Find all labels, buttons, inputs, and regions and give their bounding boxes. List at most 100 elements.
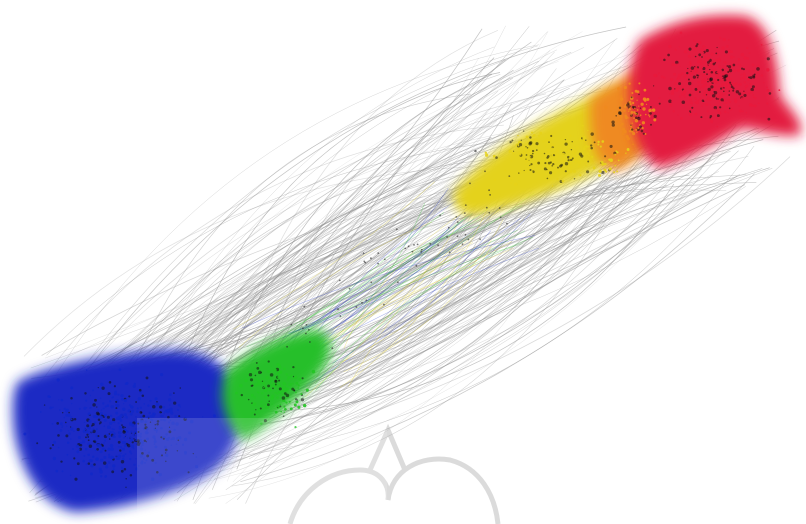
blue-cluster-node [139,454,143,458]
yellow-cluster-node [544,162,547,165]
yellow-cluster-node [564,138,567,141]
red-cluster-node [688,61,692,64]
yellow-cluster-node [569,156,573,160]
green-cluster-node [264,395,268,399]
red-cluster-node [756,67,760,71]
green-cluster-node [260,404,263,407]
red-cluster-node [727,39,730,41]
blue-cluster-node [144,423,147,426]
green-cluster-node [295,391,297,394]
blue-cluster-node [96,437,99,440]
blue-cluster-node [83,454,86,457]
yellow-cluster-node [509,140,512,144]
green-cluster-node [282,381,286,386]
blue-cluster-node [87,453,91,457]
red-cluster-node [738,109,743,113]
blue-cluster-node [124,382,128,386]
blue-cluster-node [124,429,127,432]
blue-cluster-node [104,448,107,450]
red-cluster-node [738,105,740,107]
red-cluster-node [717,78,720,82]
orange-cluster-node [643,88,647,92]
green-cluster-node [281,393,284,396]
red-cluster-node [735,90,740,94]
bridge-node [290,323,293,326]
orange-cluster-node [628,117,630,119]
blue-cluster-node [53,440,57,444]
green-cluster-node [293,389,296,392]
yellow-cluster-node [583,139,585,142]
blue-cluster-node [173,392,175,394]
blue-cluster-node [117,446,120,448]
yellow-cluster-node [587,129,589,132]
red-cluster-node [733,98,738,102]
yellow-cluster-node [527,149,530,152]
red-cluster-node [754,96,757,100]
yellow-cluster-node [524,145,526,147]
blue-cluster-node [76,462,80,466]
blue-cluster-node [90,459,94,462]
blue-cluster-node [140,447,144,451]
green-cluster-node [294,398,298,401]
blue-cluster-node [52,406,54,409]
yellow-cluster-node [546,177,549,180]
red-cluster-node [683,76,686,79]
red-cluster-node [672,109,676,113]
bridge-node [420,250,423,253]
blue-cluster-node [63,416,66,419]
blue-cluster-node [129,457,132,461]
red-cluster-node [729,77,732,80]
red-cluster-node [695,97,697,100]
blue-cluster-node [142,414,146,418]
green-cluster-node [251,384,254,387]
red-cluster-node [722,87,724,90]
blue-cluster-node [135,439,138,441]
blue-cluster-node [70,418,73,421]
blue-cluster-node [120,452,122,455]
blue-cluster-node [36,442,39,445]
yellow-cluster-node [575,145,579,150]
bridge-node [447,226,450,229]
blue-cluster-node [144,449,146,451]
yellow-cluster-node [549,154,553,158]
red-cluster-node [658,102,661,105]
green-cluster-node [283,390,286,393]
edge [41,44,540,398]
red-cluster-node [767,117,771,121]
blue-cluster-node [98,444,102,448]
bridge-node [362,252,365,255]
red-cluster-node [717,70,721,74]
blue-cluster-node [112,432,116,435]
orange-cluster-node [620,113,622,115]
red-cluster-node [658,72,660,75]
blue-cluster-node [154,427,157,429]
green-cluster-node [265,407,267,409]
red-cluster-node [709,64,713,68]
edge [277,224,480,346]
yellow-cluster-node [514,182,518,187]
yellow-cluster-node [547,152,550,154]
yellow-cluster-node [609,144,613,148]
yellow-cluster-node [626,148,630,151]
red-cluster-node [716,114,720,118]
blue-cluster-node [123,416,125,418]
yellow-cluster-node [582,147,586,151]
orange-cluster-node [630,124,632,126]
yellow-cluster-node [585,139,587,141]
yellow-cluster-node [582,136,586,140]
blue-cluster-node [86,433,89,436]
yellow-cluster-node [577,161,581,165]
blue-cluster-node [99,397,102,399]
green-cluster-node [303,403,307,408]
yellow-cluster-node [546,148,550,152]
red-cluster-node [737,69,741,72]
green-cluster-node [279,405,282,408]
blue-cluster-node [141,452,144,455]
bridge-node [303,305,306,308]
red-cluster-node [740,97,744,100]
yellow-cluster-node [532,152,534,155]
blue-cluster-node [123,398,128,403]
red-cluster-node [720,98,724,102]
blue-cluster-node [130,430,133,433]
blue-cluster-node [71,448,75,451]
